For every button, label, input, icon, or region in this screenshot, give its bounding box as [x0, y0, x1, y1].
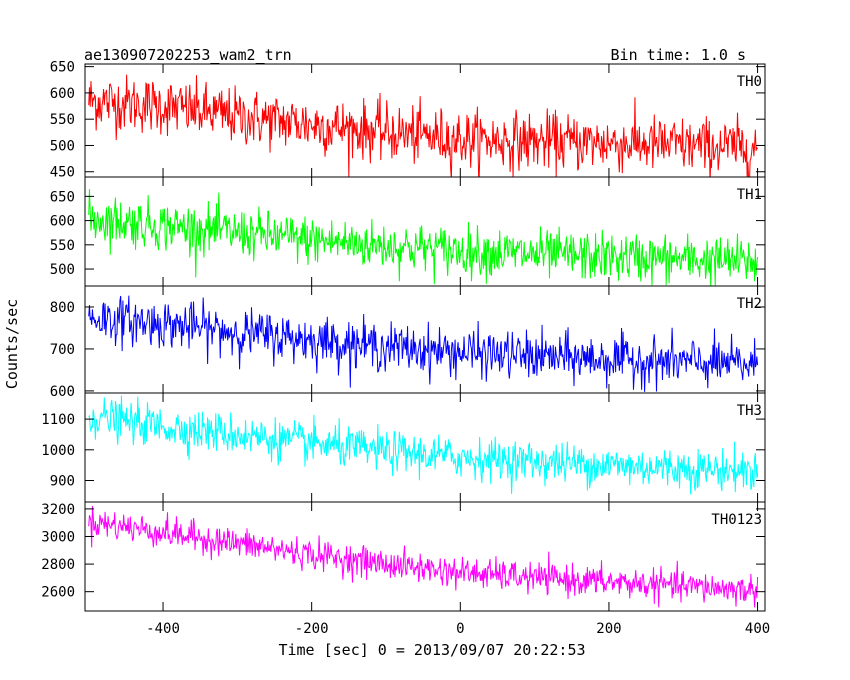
- panel-label-th1: TH1: [737, 187, 762, 203]
- series-line-th1: [88, 189, 759, 286]
- x-tick-label: 400: [745, 621, 770, 637]
- series-line-th3: [88, 395, 759, 495]
- y-tick-label: 500: [50, 138, 75, 154]
- panel-th0: 450 500 550 600 650 TH0: [50, 60, 766, 181]
- y-tick-label: 2800: [41, 557, 75, 573]
- panel-label-th0123: TH0123: [711, 512, 762, 528]
- y-axis-label: Counts/sec: [3, 299, 21, 389]
- chart-title: ae130907202253_wam2_trn: [84, 46, 292, 64]
- y-tick-label: 450: [50, 165, 75, 181]
- y-tick-label: 650: [50, 60, 75, 76]
- y-tick-label: 550: [50, 112, 75, 128]
- y-tick-label: 550: [50, 238, 75, 254]
- series-line-th0: [88, 74, 758, 177]
- panel-frame: [84, 501, 766, 612]
- y-tick-label: 650: [50, 189, 75, 205]
- x-tick-label: 0: [456, 621, 464, 637]
- bin-time-label: Bin time: 1.0 s: [611, 46, 746, 64]
- panels-group: 450 500 550 600 650 TH0 500 550 600 650 TH1 600 700 8…: [41, 60, 766, 612]
- panel-th2: 600 700 800 TH2: [50, 285, 766, 400]
- panel-label-th0: TH0: [737, 74, 762, 90]
- panel-label-th2: TH2: [737, 296, 762, 312]
- y-tick-label: 1000: [41, 443, 75, 459]
- panel-th3: 900 1000 1100 TH3: [41, 392, 766, 503]
- y-tick-label: 1100: [41, 412, 75, 428]
- y-tick-label: 700: [50, 342, 75, 358]
- series-line-th0123: [88, 505, 759, 608]
- panel-label-th3: TH3: [737, 403, 762, 419]
- series-line-th2: [88, 295, 759, 392]
- y-tick-label: 600: [50, 86, 75, 102]
- y-tick-label: 2600: [41, 585, 75, 601]
- panel-th0123: 2600 2800 3000 3200 TH0123: [41, 501, 766, 612]
- panel-th1: 500 550 600 650 TH1: [50, 176, 766, 287]
- x-tick-label: -200: [295, 621, 329, 637]
- y-tick-label: 3000: [41, 529, 75, 545]
- y-tick-label: 600: [50, 384, 75, 400]
- x-axis-label: Time [sec] 0 = 2013/09/07 20:22:53: [278, 641, 585, 659]
- y-tick-label: 3200: [41, 502, 75, 518]
- y-tick-label: 600: [50, 214, 75, 230]
- y-tick-label: 800: [50, 300, 75, 316]
- x-tick-label: 200: [596, 621, 621, 637]
- x-axis: -400 -200 0 200 400: [146, 621, 770, 637]
- y-tick-label: 900: [50, 474, 75, 490]
- x-tick-label: -400: [146, 621, 180, 637]
- y-tick-label: 500: [50, 262, 75, 278]
